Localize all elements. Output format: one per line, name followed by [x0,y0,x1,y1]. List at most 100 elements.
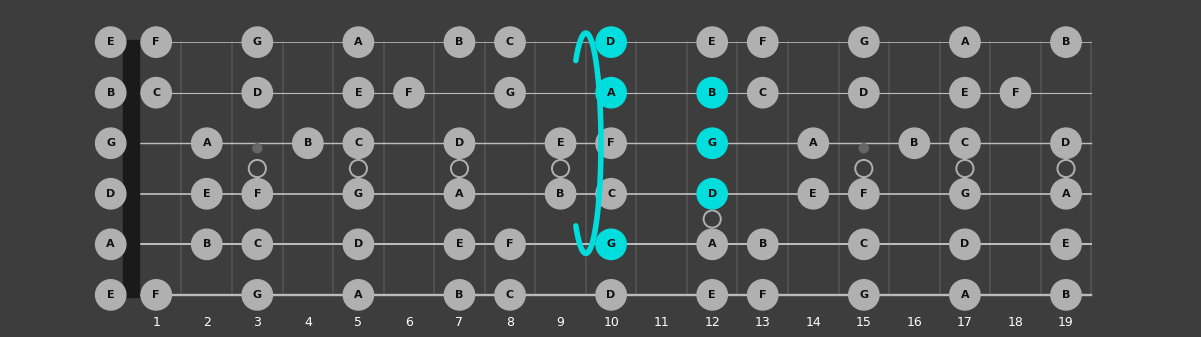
Circle shape [96,27,126,57]
Circle shape [444,280,474,310]
Text: E: E [455,239,464,249]
Circle shape [96,179,126,209]
Circle shape [747,280,778,310]
Text: G: G [252,290,262,300]
Text: F: F [253,189,261,199]
Circle shape [545,128,575,158]
Circle shape [495,280,525,310]
Circle shape [859,144,868,153]
Circle shape [697,280,728,310]
Text: E: E [709,290,716,300]
Circle shape [1051,280,1081,310]
Circle shape [1051,27,1081,57]
Circle shape [950,229,980,259]
Text: E: E [961,88,969,98]
Text: E: E [354,88,363,98]
Text: D: D [106,189,115,199]
Circle shape [697,179,728,209]
Text: D: D [252,88,262,98]
Circle shape [747,78,778,108]
Text: E: E [107,37,114,47]
Text: 11: 11 [653,316,669,329]
Circle shape [141,280,172,310]
Circle shape [343,229,374,259]
Circle shape [252,184,262,193]
Text: 19: 19 [1058,316,1074,329]
Text: D: D [98,187,109,200]
Circle shape [950,78,980,108]
Text: D: D [859,88,868,98]
Circle shape [243,280,273,310]
Circle shape [707,184,717,193]
Text: A: A [203,138,211,148]
Text: D: D [961,239,969,249]
Circle shape [596,78,626,108]
Circle shape [849,27,879,57]
Circle shape [799,128,829,158]
Circle shape [1062,184,1070,193]
Text: C: C [506,37,514,47]
Circle shape [192,128,222,158]
Circle shape [243,179,273,209]
Text: G: G [98,137,109,150]
Text: 1: 1 [153,316,160,329]
Circle shape [243,27,273,57]
Text: 3: 3 [253,316,262,329]
Circle shape [495,27,525,57]
Text: E: E [557,138,564,148]
Text: D: D [1062,138,1070,148]
Text: B: B [98,86,108,99]
Text: B: B [107,88,115,98]
Text: D: D [455,138,464,148]
Text: B: B [759,239,767,249]
Text: B: B [556,189,564,199]
Text: A: A [707,239,717,249]
Circle shape [96,78,126,108]
Circle shape [849,229,879,259]
Circle shape [141,27,172,57]
Text: C: C [860,239,868,249]
Text: B: B [203,239,211,249]
Circle shape [596,128,626,158]
Circle shape [495,229,525,259]
Text: B: B [1062,290,1070,300]
Circle shape [596,179,626,209]
Text: G: G [354,189,363,199]
Circle shape [950,27,980,57]
Text: B: B [304,138,312,148]
Circle shape [747,229,778,259]
Circle shape [243,78,273,108]
Circle shape [596,280,626,310]
Text: 9: 9 [556,316,564,329]
Text: A: A [354,290,363,300]
Text: A: A [607,88,615,98]
Circle shape [859,184,868,193]
Text: A: A [961,290,969,300]
Text: E: E [100,288,108,301]
Circle shape [293,128,323,158]
Circle shape [556,144,566,153]
Circle shape [799,179,829,209]
Text: A: A [809,138,818,148]
Text: E: E [1062,239,1070,249]
Text: B: B [455,290,464,300]
Text: 4: 4 [304,316,312,329]
Text: G: G [106,138,115,148]
Text: 13: 13 [755,316,771,329]
Circle shape [354,184,363,193]
Bar [124,40,138,297]
Circle shape [455,184,464,193]
Text: C: C [759,88,766,98]
Circle shape [707,144,717,153]
Text: C: C [607,189,615,199]
Text: F: F [759,37,766,47]
Text: E: E [100,36,108,49]
Circle shape [596,27,626,57]
Text: 18: 18 [1008,316,1023,329]
Text: A: A [354,37,363,47]
Circle shape [950,280,980,310]
Circle shape [961,184,969,193]
Circle shape [141,78,172,108]
Text: C: C [354,138,363,148]
Text: 17: 17 [957,316,973,329]
